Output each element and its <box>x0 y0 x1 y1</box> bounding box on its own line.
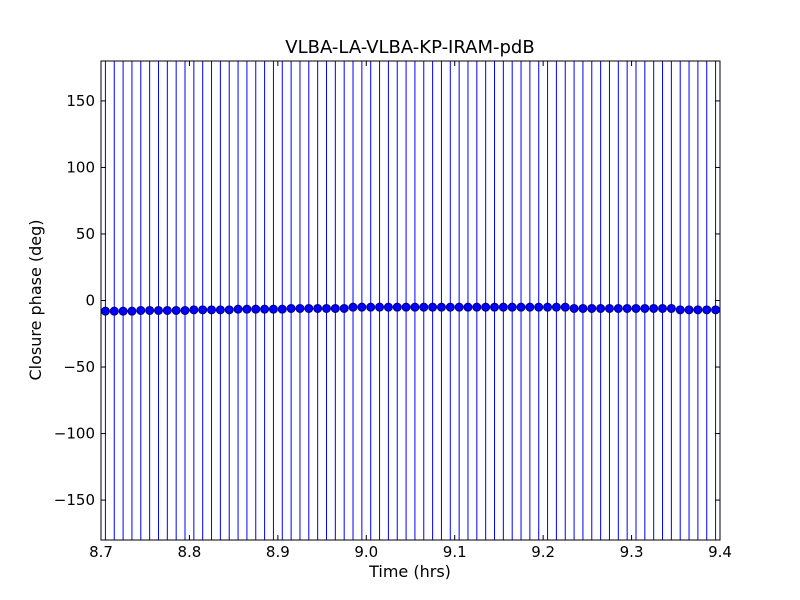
data-point <box>675 305 685 315</box>
data-point <box>392 302 402 312</box>
data-point <box>419 302 429 312</box>
y-tick-label: 150 <box>66 92 95 110</box>
data-point <box>153 305 163 315</box>
data-point <box>587 303 597 313</box>
x-tick-label: 8.9 <box>266 543 290 561</box>
data-point <box>578 303 588 313</box>
data-point <box>490 302 500 312</box>
x-tick-label: 9.3 <box>620 543 644 561</box>
y-tick-label: −100 <box>54 425 95 443</box>
data-point <box>702 305 712 315</box>
x-tick-label: 9.0 <box>354 543 378 561</box>
x-tick-label: 9.1 <box>443 543 467 561</box>
x-tick-label: 9.2 <box>531 543 555 561</box>
data-point <box>118 306 128 316</box>
data-point <box>534 302 544 312</box>
data-point <box>260 304 270 314</box>
data-point <box>445 302 455 312</box>
x-tick-label: 8.7 <box>89 543 113 561</box>
data-point <box>286 303 296 313</box>
data-point <box>560 302 570 312</box>
data-point <box>180 305 190 315</box>
data-point <box>507 302 517 312</box>
data-point <box>436 302 446 312</box>
data-point <box>339 303 349 313</box>
data-point <box>109 306 119 316</box>
data-point <box>313 303 323 313</box>
data-point <box>348 302 358 312</box>
data-point <box>136 305 146 315</box>
data-point <box>171 305 181 315</box>
data-point <box>596 303 606 313</box>
data-point <box>551 302 561 312</box>
data-point <box>375 302 385 312</box>
data-point <box>640 303 650 313</box>
data-point <box>525 302 535 312</box>
y-tick-label: 50 <box>76 225 95 243</box>
data-point <box>543 302 553 312</box>
data-point <box>658 303 668 313</box>
data-point <box>189 305 199 315</box>
data-point <box>277 304 287 314</box>
data-point <box>251 304 261 314</box>
data-point <box>101 306 110 316</box>
plot-area <box>101 61 720 540</box>
data-point <box>383 302 393 312</box>
chart-title: VLBA-LA-VLBA-KP-IRAM-pdB <box>285 37 534 58</box>
data-point <box>410 302 420 312</box>
data-point <box>711 305 720 315</box>
data-point <box>569 303 579 313</box>
data-point <box>693 305 703 315</box>
data-point <box>481 302 491 312</box>
axes: 8.7 8.8 8.9 9.0 9.1 9.2 9.3 9.4 −150 −100 −50 0 50 10… <box>54 60 732 561</box>
data-point <box>207 305 217 315</box>
data-point <box>401 302 411 312</box>
data-point <box>198 305 208 315</box>
data-point <box>242 304 252 314</box>
y-tick-label: 100 <box>66 158 95 176</box>
y-tick-label: −50 <box>63 358 95 376</box>
data-point <box>428 302 438 312</box>
data-point <box>215 305 225 315</box>
data-point <box>233 304 243 314</box>
y-axis-label: Closure phase (deg) <box>26 219 45 380</box>
data-point <box>127 306 137 316</box>
data-point <box>463 302 473 312</box>
data-point <box>321 303 331 313</box>
data-point <box>472 302 482 312</box>
data-point <box>613 303 623 313</box>
data-point <box>454 302 464 312</box>
y-tick-label: 0 <box>85 292 95 310</box>
y-tick-label: −150 <box>54 491 95 509</box>
data-point <box>516 302 526 312</box>
data-point <box>224 305 234 315</box>
data-point <box>622 303 632 313</box>
x-axis-label: Time (hrs) <box>368 562 451 581</box>
data-point <box>162 305 172 315</box>
data-point <box>357 302 367 312</box>
data-point <box>649 303 659 313</box>
data-point <box>304 303 314 313</box>
data-point <box>498 302 508 312</box>
data-point <box>366 302 376 312</box>
x-tick-label: 8.8 <box>177 543 201 561</box>
data-point <box>145 305 155 315</box>
x-tick-label: 9.4 <box>708 543 732 561</box>
data-point <box>268 304 278 314</box>
data-point <box>330 303 340 313</box>
data-point <box>631 303 641 313</box>
data-point <box>295 303 305 313</box>
data-point <box>684 305 694 315</box>
data-point <box>604 303 614 313</box>
data-point <box>666 303 676 313</box>
